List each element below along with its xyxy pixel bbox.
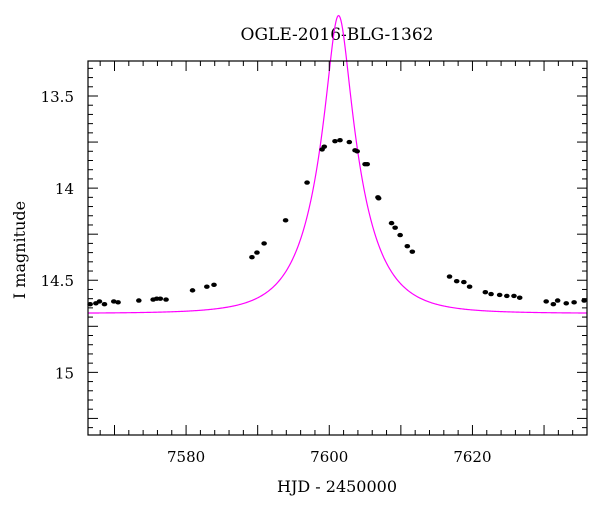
- x-tick-label: 7620: [453, 448, 491, 466]
- data-point: [446, 274, 453, 279]
- y-axis-label: I magnitude: [10, 201, 29, 299]
- data-point: [563, 301, 570, 306]
- y-tick-label: 14.5: [41, 272, 74, 290]
- model-curve-layer: [88, 14, 587, 314]
- data-point: [409, 249, 416, 254]
- data-point: [157, 296, 164, 301]
- data-point: [488, 291, 494, 297]
- data-point: [211, 282, 217, 288]
- data-point: [115, 300, 121, 305]
- data-point: [364, 161, 371, 167]
- data-point: [254, 250, 260, 255]
- model-curve: [88, 14, 587, 314]
- y-tick-label: 15: [55, 364, 74, 382]
- data-point: [571, 300, 577, 305]
- data-point: [261, 241, 267, 246]
- chart-title: OGLE-2016-BLG-1362: [241, 25, 434, 45]
- data-point: [87, 301, 93, 307]
- data-point: [504, 293, 510, 299]
- data-point: [375, 196, 382, 201]
- data-point: [204, 284, 210, 289]
- data-points-layer: [87, 138, 587, 307]
- data-point: [511, 293, 517, 299]
- data-point: [332, 138, 338, 144]
- axis-ticks: [88, 61, 588, 435]
- data-point: [543, 299, 549, 304]
- data-point: [136, 298, 142, 303]
- data-point: [101, 301, 108, 307]
- x-tick-label: 7580: [167, 448, 205, 466]
- data-point: [516, 295, 523, 300]
- data-point: [482, 290, 489, 295]
- data-point: [550, 301, 557, 307]
- x-axis-label: HJD - 2450000: [277, 477, 397, 496]
- data-point: [304, 180, 310, 185]
- data-point: [392, 225, 398, 230]
- data-point: [346, 139, 353, 145]
- data-point: [110, 299, 117, 304]
- tick-labels: 7580 7600 7620 13.5 14 14.5 15: [41, 88, 492, 466]
- data-point: [461, 279, 467, 285]
- y-tick-label: 13.5: [41, 88, 74, 106]
- x-tick-label: 7600: [310, 448, 348, 466]
- data-point: [554, 298, 561, 303]
- data-point: [163, 297, 169, 302]
- data-point: [189, 288, 196, 293]
- data-point: [354, 149, 360, 154]
- data-point: [249, 255, 255, 260]
- data-point: [453, 278, 460, 284]
- data-point: [282, 218, 289, 223]
- data-point: [496, 292, 503, 298]
- data-point: [581, 298, 587, 303]
- y-tick-label: 14: [55, 180, 74, 198]
- data-point: [397, 232, 403, 238]
- data-point: [321, 144, 328, 149]
- data-point: [466, 284, 473, 289]
- data-point: [404, 243, 411, 249]
- plot-frame: [87, 60, 588, 436]
- data-point: [337, 138, 343, 143]
- data-point: [388, 220, 395, 226]
- data-point: [96, 299, 103, 304]
